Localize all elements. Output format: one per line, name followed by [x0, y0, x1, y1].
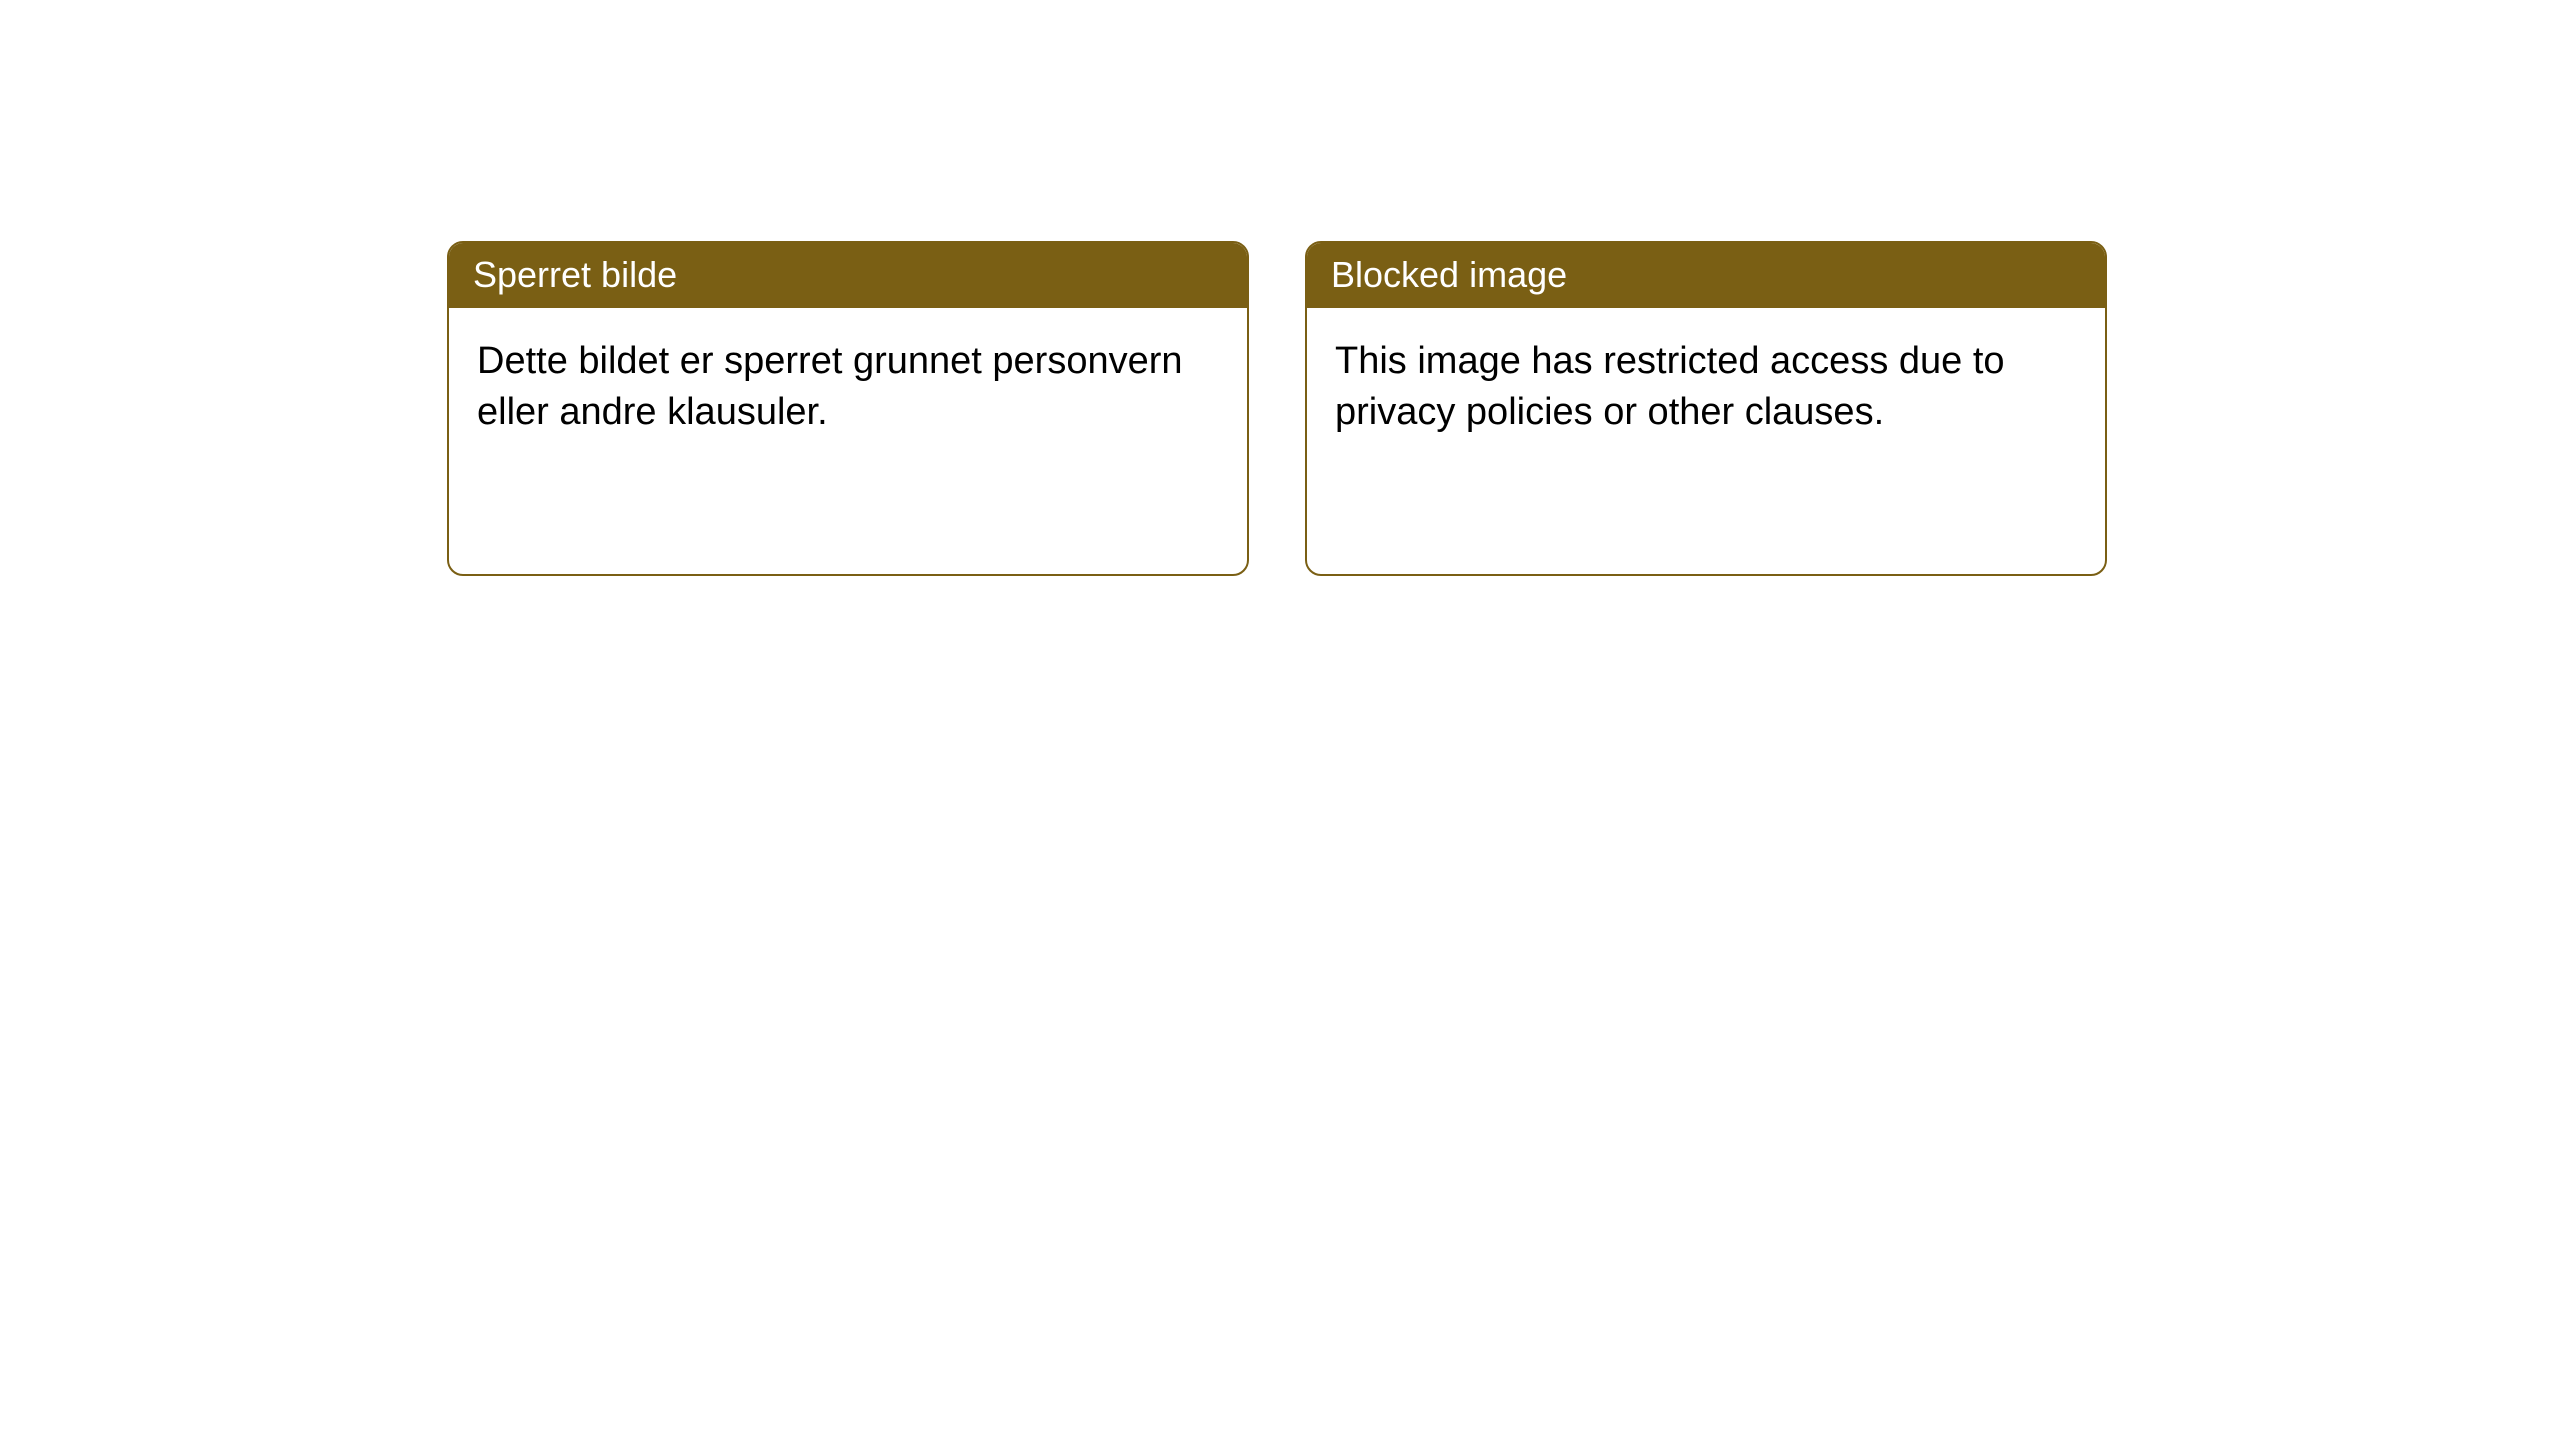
panel-body: Dette bildet er sperret grunnet personve…: [449, 308, 1247, 463]
panel-header: Sperret bilde: [449, 243, 1247, 308]
panel-container: Sperret bilde Dette bildet er sperret gr…: [447, 241, 2107, 576]
panel-message: Dette bildet er sperret grunnet personve…: [477, 340, 1183, 433]
panel-norwegian: Sperret bilde Dette bildet er sperret gr…: [447, 241, 1249, 576]
panel-message: This image has restricted access due to …: [1335, 340, 2005, 433]
panel-title: Sperret bilde: [473, 254, 677, 295]
panel-body: This image has restricted access due to …: [1307, 308, 2105, 463]
panel-english: Blocked image This image has restricted …: [1305, 241, 2107, 576]
panel-title: Blocked image: [1331, 254, 1567, 295]
panel-header: Blocked image: [1307, 243, 2105, 308]
